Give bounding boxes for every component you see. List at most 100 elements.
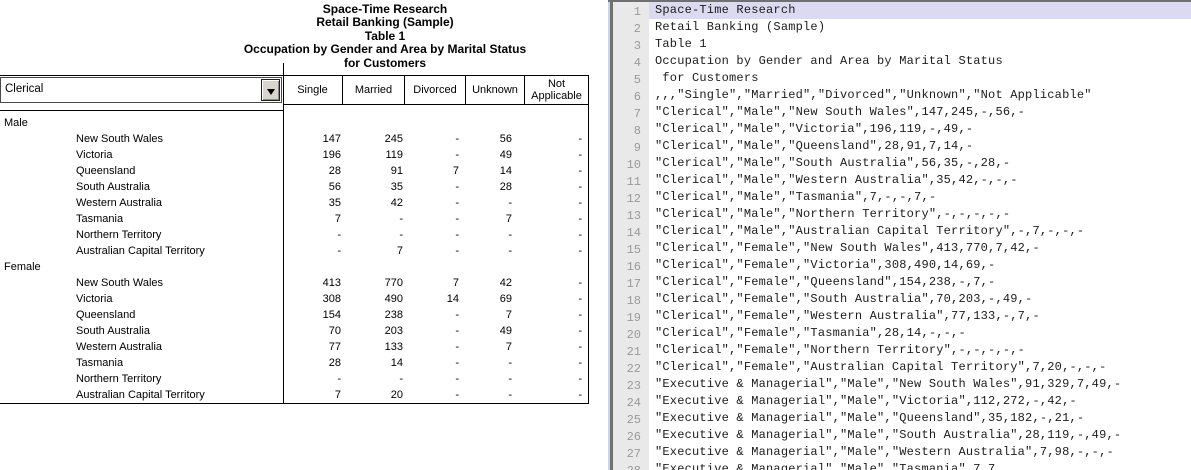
csv-line[interactable]: "Executive & Managerial","Male","New Sou…: [655, 377, 1122, 391]
table-stub-divider: [283, 63, 284, 403]
table-row: Northern Territory - - - - -: [0, 227, 588, 243]
csv-line[interactable]: Occupation by Gender and Area by Marital…: [655, 54, 1003, 68]
csv-line[interactable]: "Clerical","Female","Northern Territory"…: [655, 343, 1026, 357]
line-number: 21: [626, 345, 641, 359]
row-label: Tasmania: [76, 357, 124, 369]
data-cell: 14: [390, 357, 403, 369]
column-header-not-applicable: Not Applicable: [531, 77, 582, 102]
csv-line[interactable]: "Executive & Managerial","Male","Tasmani…: [655, 462, 996, 470]
data-cell: 203: [384, 325, 403, 337]
title-database: Retail Banking (Sample): [316, 15, 454, 30]
data-cell: 7: [452, 165, 459, 177]
data-cell: -: [578, 197, 582, 209]
csv-line[interactable]: "Clerical","Male","Northern Territory",-…: [655, 207, 1011, 221]
dropdown-arrow-button[interactable]: [261, 79, 280, 101]
data-cell: -: [455, 341, 459, 353]
csv-line[interactable]: "Clerical","Male","Western Australia",35…: [655, 173, 1018, 187]
csv-line[interactable]: "Clerical","Female","Western Australia",…: [655, 309, 1040, 323]
data-cell: -: [578, 165, 582, 177]
csv-line[interactable]: "Clerical","Female","New South Wales",41…: [655, 241, 1040, 255]
table-row: Australian Capital Territory 7 20 - - -: [0, 387, 588, 403]
table-row: New South Wales 147 245 - 56 -: [0, 131, 588, 147]
csv-line[interactable]: "Clerical","Female","Australian Capital …: [655, 360, 1107, 374]
data-cell: 7: [396, 245, 403, 257]
data-cell: 154: [322, 309, 341, 321]
row-label: Tasmania: [76, 213, 124, 225]
data-cell: 490: [384, 293, 403, 305]
line-number: 16: [626, 260, 641, 274]
line-number: 7: [633, 107, 641, 121]
data-cell: 238: [384, 309, 403, 321]
csv-line[interactable]: Table 1: [655, 37, 707, 51]
csv-line[interactable]: "Executive & Managerial","Male","South A…: [655, 428, 1122, 442]
csv-line[interactable]: "Clerical","Female","Queensland",154,238…: [655, 275, 996, 289]
csv-line[interactable]: "Clerical","Male","New South Wales",147,…: [655, 105, 1026, 119]
data-cell: 77: [328, 341, 341, 353]
table-row: Queensland 28 91 7 14 -: [0, 163, 588, 179]
table-row: South Australia 56 35 - 28 -: [0, 179, 588, 195]
row-label: New South Wales: [76, 133, 164, 145]
field-dropdown[interactable]: Clerical: [0, 77, 282, 103]
row-label: South Australia: [76, 181, 150, 193]
line-number-gutter: 1 2 3 4 5 6 7 8 9 10 11 12 13 14 15 16 17 18 19 20 21 22 23 24 2…: [613, 2, 649, 470]
table-row: Northern Territory - - - - -: [0, 371, 588, 387]
panel-border-shadow: [610, 0, 613, 470]
csv-line[interactable]: "Clerical","Male","Australian Capital Te…: [655, 224, 1085, 238]
data-cell: -: [508, 245, 512, 257]
data-cell: -: [399, 229, 403, 241]
table-view-panel: Space-Time Research Retail Banking (Samp…: [0, 2, 589, 404]
column-header-row: Single Married Divorced Unknown Not Appl…: [283, 75, 588, 104]
csv-line[interactable]: "Clerical","Female","Tasmania",28,14,-,-…: [655, 326, 966, 340]
csv-line[interactable]: "Clerical","Female","Victoria",308,490,1…: [655, 258, 996, 272]
table-body: Male New South Wales 147 245-56- Victoria 196…: [0, 115, 588, 403]
title-table-name: Occupation by Gender and Area by Marital…: [243, 42, 527, 57]
column-header-single: Single: [283, 75, 343, 104]
line-number: 4: [633, 56, 641, 70]
csv-line[interactable]: Retail Banking (Sample): [655, 20, 826, 34]
row-label: Australian Capital Territory: [76, 389, 205, 401]
data-cell: -: [508, 197, 512, 209]
title-population: for Customers: [343, 55, 426, 70]
table-right-rule: [588, 75, 589, 403]
data-cell: 7: [505, 309, 512, 321]
csv-line[interactable]: "Clerical","Female","South Australia",70…: [655, 292, 1033, 306]
csv-line[interactable]: Space-Time Research: [649, 2, 1191, 19]
data-cell: 413: [322, 277, 341, 289]
table-stub-bottom-rule: [0, 110, 284, 111]
data-cell: 28: [499, 181, 512, 193]
data-cell: -: [578, 389, 582, 401]
row-label: Western Australia: [76, 197, 163, 209]
table-row: Tasmania 7 - - 7 -: [0, 211, 588, 227]
csv-line[interactable]: "Executive & Managerial","Male","Victori…: [655, 394, 1077, 408]
csv-line[interactable]: "Clerical","Male","Queensland",28,91,7,1…: [655, 139, 974, 153]
line-number: 26: [626, 430, 641, 444]
data-cell: 119: [385, 149, 403, 161]
csv-line[interactable]: "Executive & Managerial","Male","Queensl…: [655, 411, 1085, 425]
line-number: 15: [626, 243, 641, 257]
table-row: Victoria 196 119 - 49 -: [0, 147, 588, 163]
line-number: 2: [633, 22, 641, 36]
group-row: Male: [0, 115, 588, 131]
data-cell: 7: [334, 389, 341, 401]
csv-line[interactable]: "Clerical","Male","South Australia",56,3…: [655, 156, 1011, 170]
table-row: Victoria 308 490 14 69 -: [0, 291, 588, 307]
column-header-unknown: Unknown: [466, 75, 525, 104]
table-header-bottom-rule: [283, 104, 588, 105]
line-number: 12: [626, 192, 641, 206]
table-row: South Australia 70 203 - 49 -: [0, 323, 588, 339]
data-cell: 196: [322, 149, 341, 161]
csv-line[interactable]: ,,,"Single","Married","Divorced","Unknow…: [655, 88, 1092, 102]
csv-line[interactable]: "Clerical","Male","Victoria",196,119,-,4…: [655, 122, 974, 136]
csv-line[interactable]: for Customers: [655, 71, 759, 85]
data-cell: 308: [322, 293, 341, 305]
line-number: 3: [633, 39, 641, 53]
data-cell: 245: [384, 133, 403, 145]
csv-line[interactable]: "Executive & Managerial","Male","Western…: [655, 445, 1114, 459]
row-label: Victoria: [76, 293, 113, 305]
csv-line[interactable]: "Clerical","Male","Tasmania",7,-,-,7,-: [655, 190, 937, 204]
data-cell: -: [578, 309, 582, 321]
csv-editor-panel: 1 2 3 4 5 6 7 8 9 10 11 12 13 14 15 16 17 18 19 20 21 22 23 24 2…: [608, 0, 1191, 470]
csv-text-area[interactable]: Space-Time Research Retail Banking (Sampl…: [649, 0, 1191, 470]
data-cell: -: [578, 133, 582, 145]
